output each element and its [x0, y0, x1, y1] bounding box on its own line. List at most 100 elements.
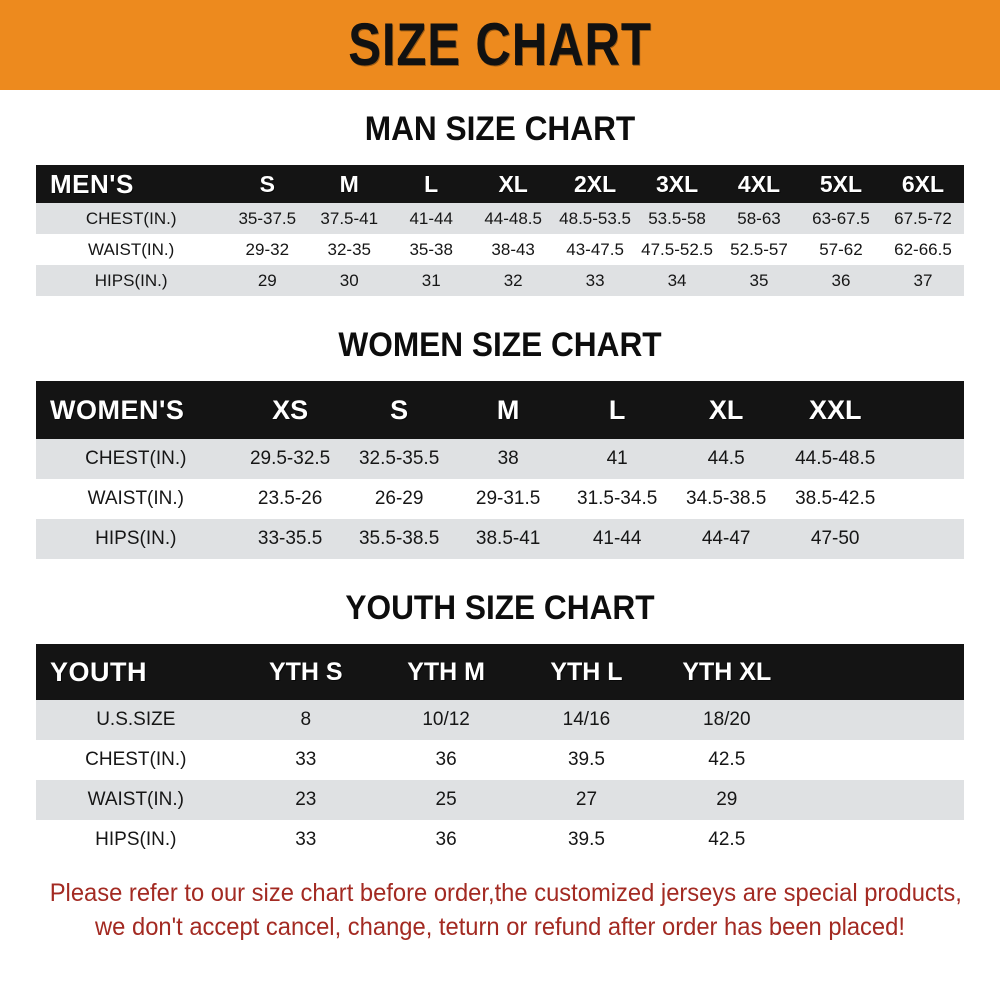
women-cell-0-0: 29.5-32.5 — [249, 448, 331, 469]
women-col-header-2: M — [496, 394, 520, 425]
table-row: WAIST(IN.) 23 25 27 29 — [36, 780, 964, 820]
men-col-header-5: 3XL — [655, 170, 699, 197]
youth-row-label-2: WAIST(IN.) — [87, 789, 184, 810]
youth-col-header-1: YTH M — [407, 657, 485, 686]
youth-table-head: YOUTH YTH S YTH M YTH L YTH XL — [36, 644, 964, 700]
youth-size-chart-section: YOUTH SIZE CHART YOUTH YTH S YTH M YTH L… — [0, 559, 1000, 860]
women-cell-2-1: 35.5-38.5 — [358, 528, 440, 549]
youth-size-table: YOUTH YTH S YTH M YTH L YTH XL U.S.SIZE … — [36, 644, 964, 860]
men-header-row: MEN'S S M L XL 2XL 3XL 4XL 5XL 6XL — [36, 165, 964, 203]
women-cell-1-0: 23.5-26 — [257, 488, 323, 509]
men-cell-1-2: 35-38 — [409, 239, 453, 259]
women-cell-1-3: 31.5-34.5 — [577, 488, 658, 509]
table-row: U.S.SIZE 8 10/12 14/16 18/20 — [36, 700, 964, 740]
youth-header-label: YOUTH — [50, 656, 147, 687]
men-cell-0-8: 67.5-72 — [894, 208, 952, 228]
footer-line-1: Please refer to our size chart before or… — [49, 879, 962, 907]
women-col-header-5: XXL — [808, 394, 862, 425]
men-col-header-6: 4XL — [737, 170, 781, 197]
women-row-label-0: CHEST(IN.) — [85, 448, 187, 469]
youth-header-row: YOUTH YTH S YTH M YTH L YTH XL — [36, 644, 964, 700]
women-cell-0-1: 32.5-35.5 — [358, 448, 440, 469]
women-col-header-0: XS — [272, 394, 309, 425]
men-cell-2-6: 35 — [749, 270, 769, 290]
men-col-header-8: 6XL — [901, 170, 945, 197]
youth-row-label-1: CHEST(IN.) — [85, 749, 187, 770]
page-banner: SIZE CHART — [0, 0, 1000, 90]
men-cell-1-6: 52.5-57 — [730, 239, 788, 259]
women-header-label: WOMEN'S — [50, 394, 185, 425]
women-col-header-spacer — [890, 381, 964, 439]
women-cell-0-2: 38 — [497, 448, 519, 469]
women-cell-2-4: 44-47 — [701, 528, 751, 549]
footer-disclaimer: Please refer to our size chart before or… — [0, 860, 1000, 944]
youth-cell-3-3: 42.5 — [708, 829, 746, 850]
men-cell-2-3: 32 — [503, 270, 523, 290]
men-cell-0-2: 41-44 — [409, 208, 453, 228]
youth-cell-3-0: 33 — [295, 829, 317, 850]
women-cell-1-5: 38.5-42.5 — [795, 488, 876, 509]
women-row-label-2: HIPS(IN.) — [95, 528, 177, 549]
youth-col-header-3: YTH XL — [682, 657, 772, 686]
youth-cell-2-3: 29 — [716, 789, 738, 810]
men-cell-2-5: 34 — [667, 270, 687, 290]
women-table-body: CHEST(IN.) 29.5-32.5 32.5-35.5 38 41 44.… — [36, 439, 964, 559]
youth-cell-1-1: 36 — [435, 749, 457, 770]
women-section-title: WOMEN SIZE CHART — [338, 326, 662, 364]
men-cell-0-0: 35-37.5 — [238, 208, 297, 228]
women-cell-2-3: 41-44 — [592, 528, 642, 549]
men-cell-2-1: 30 — [339, 270, 359, 290]
men-col-header-2: L — [424, 170, 439, 197]
men-cell-0-7: 63-67.5 — [812, 208, 870, 228]
men-row-label-0: CHEST(IN.) — [85, 208, 177, 228]
men-col-header-4: 2XL — [574, 170, 617, 197]
men-cell-1-8: 62-66.5 — [894, 239, 952, 259]
men-cell-0-4: 48.5-53.5 — [559, 208, 632, 228]
women-cell-2-0: 33-35.5 — [257, 528, 323, 549]
men-cell-1-7: 57-62 — [819, 239, 863, 259]
youth-cell-1-0: 33 — [295, 749, 317, 770]
men-table-head: MEN'S S M L XL 2XL 3XL 4XL 5XL 6XL — [36, 165, 964, 203]
youth-cell-1-spacer — [797, 740, 964, 780]
women-col-header-1: S — [390, 394, 409, 425]
men-col-header-1: M — [339, 170, 359, 197]
men-cell-0-1: 37.5-41 — [320, 208, 379, 228]
men-size-chart-section: MAN SIZE CHART MEN'S S M L XL 2XL 3XL 4X… — [0, 90, 1000, 296]
women-table-head: WOMEN'S XS S M L XL XXL — [36, 381, 964, 439]
men-cell-0-6: 58-63 — [737, 208, 781, 228]
footer-line-2: we don't accept cancel, change, teturn o… — [95, 913, 905, 941]
women-cell-0-3: 41 — [606, 448, 628, 469]
table-row: WAIST(IN.) 23.5-26 26-29 29-31.5 31.5-34… — [36, 479, 964, 519]
women-col-header-3: L — [608, 394, 626, 425]
women-header-row: WOMEN'S XS S M L XL XXL — [36, 381, 964, 439]
youth-cell-3-1: 36 — [435, 829, 457, 850]
women-cell-0-4: 44.5 — [707, 448, 745, 469]
women-cell-1-spacer — [890, 479, 964, 519]
men-cell-2-0: 29 — [257, 270, 277, 290]
men-cell-1-3: 38-43 — [491, 239, 535, 259]
youth-cell-2-1: 25 — [435, 789, 457, 810]
youth-cell-1-3: 42.5 — [708, 749, 746, 770]
men-cell-2-8: 37 — [913, 270, 933, 290]
men-size-table: MEN'S S M L XL 2XL 3XL 4XL 5XL 6XL CHEST… — [36, 165, 964, 296]
men-table-body: CHEST(IN.) 35-37.5 37.5-41 41-44 44-48.5… — [36, 203, 964, 296]
youth-cell-2-spacer — [797, 780, 964, 820]
women-size-table: WOMEN'S XS S M L XL XXL CHEST(IN.) 29.5-… — [36, 381, 964, 559]
youth-cell-0-spacer — [797, 700, 964, 740]
men-cell-1-1: 32-35 — [327, 239, 371, 259]
table-row: CHEST(IN.) 29.5-32.5 32.5-35.5 38 41 44.… — [36, 439, 964, 479]
men-row-label-2: HIPS(IN.) — [94, 270, 168, 290]
men-cell-1-4: 43-47.5 — [566, 239, 624, 259]
women-cell-1-2: 29-31.5 — [475, 488, 541, 509]
men-col-header-7: 5XL — [819, 170, 863, 197]
men-header-label: MEN'S — [50, 168, 134, 199]
women-cell-2-2: 38.5-41 — [475, 528, 541, 549]
men-cell-1-0: 29-32 — [245, 239, 290, 259]
table-row: HIPS(IN.) 33 36 39.5 42.5 — [36, 820, 964, 860]
youth-table-body: U.S.SIZE 8 10/12 14/16 18/20 CHEST(IN.) … — [36, 700, 964, 860]
youth-cell-0-3: 18/20 — [703, 709, 751, 730]
women-cell-2-5: 47-50 — [810, 528, 860, 549]
women-size-chart-section: WOMEN SIZE CHART WOMEN'S XS S M L XL XXL… — [0, 296, 1000, 559]
youth-col-header-0: YTH S — [268, 657, 343, 686]
youth-cell-2-0: 23 — [295, 789, 317, 810]
